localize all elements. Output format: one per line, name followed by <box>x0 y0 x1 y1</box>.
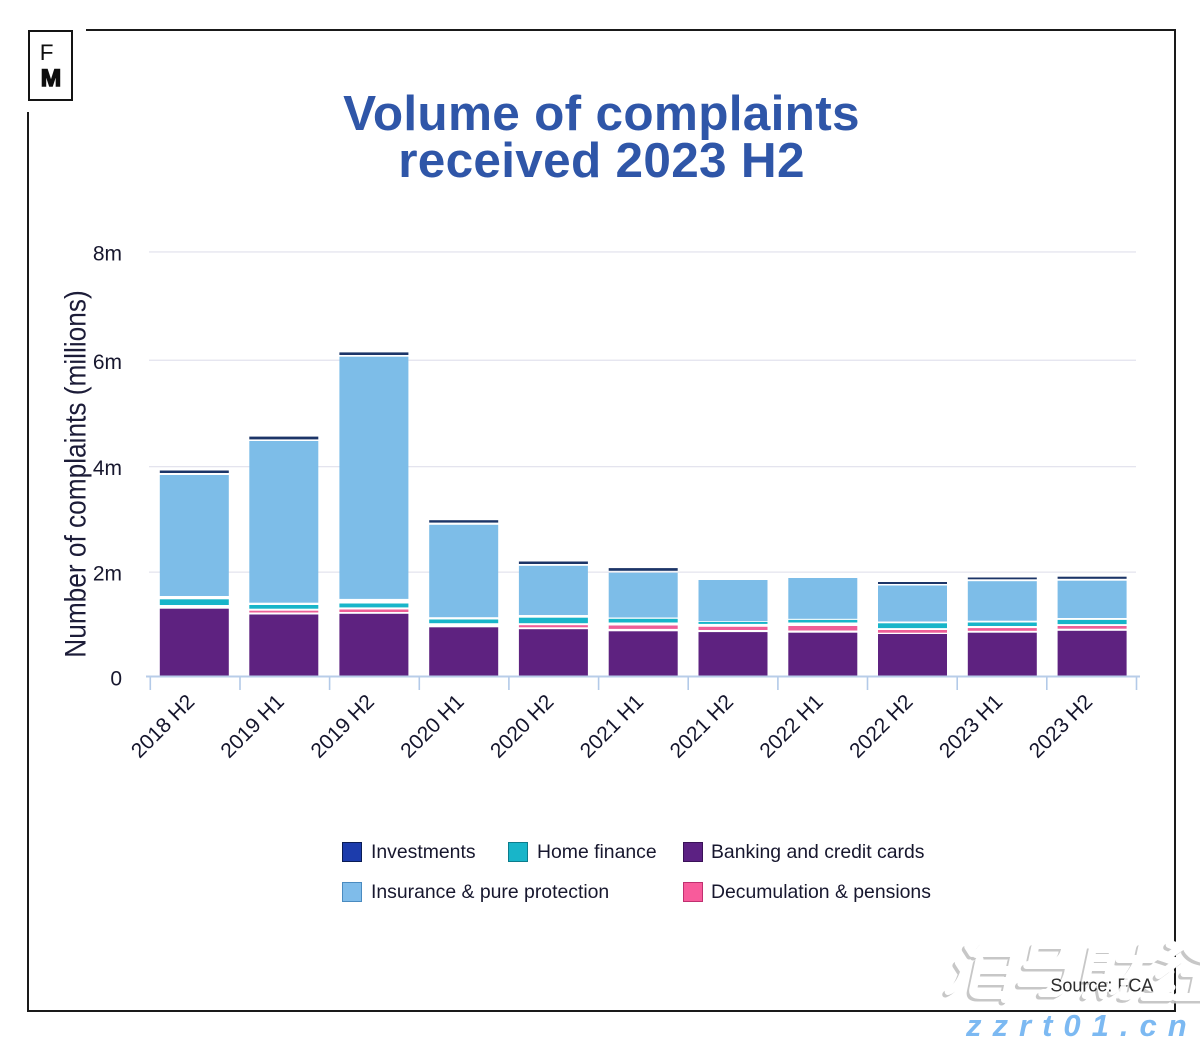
svg-text:0: 0 <box>110 668 122 691</box>
svg-text:2019 H1: 2019 H1 <box>216 690 288 762</box>
svg-text:F: F <box>40 40 54 65</box>
svg-text:2023 H1: 2023 H1 <box>935 690 1007 762</box>
svg-text:2m: 2m <box>93 563 122 586</box>
svg-text:M: M <box>41 65 61 92</box>
svg-text:4m: 4m <box>93 457 122 480</box>
svg-text:2021 H2: 2021 H2 <box>666 690 738 762</box>
svg-text:Number of complaints (millions: Number of complaints (millions) <box>58 290 92 657</box>
svg-text:2018 H2: 2018 H2 <box>127 690 199 762</box>
svg-text:2020 H1: 2020 H1 <box>396 690 468 762</box>
svg-text:2022 H1: 2022 H1 <box>755 690 827 762</box>
svg-text:Source: FCA: Source: FCA <box>1050 976 1153 996</box>
svg-text:2022 H2: 2022 H2 <box>845 690 917 762</box>
svg-text:2023 H2: 2023 H2 <box>1025 690 1097 762</box>
svg-text:6m: 6m <box>93 351 122 374</box>
svg-text:2019 H2: 2019 H2 <box>307 690 379 762</box>
svg-text:2020 H2: 2020 H2 <box>486 690 558 762</box>
svg-text:8m: 8m <box>93 243 122 266</box>
svg-text:2021 H1: 2021 H1 <box>576 690 648 762</box>
